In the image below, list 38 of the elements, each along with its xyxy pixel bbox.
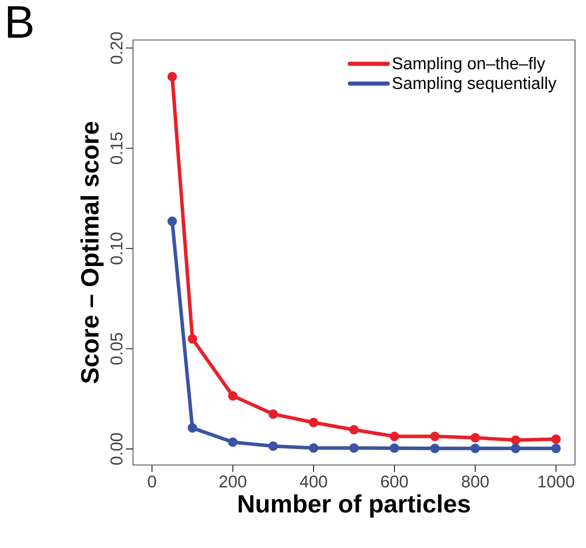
x-tick-label: 1000 bbox=[538, 476, 574, 488]
x-tick-label: 400 bbox=[300, 476, 328, 488]
x-tick-label: 0 bbox=[148, 476, 156, 488]
point bbox=[510, 444, 520, 454]
point bbox=[551, 444, 561, 454]
point bbox=[188, 423, 198, 433]
point bbox=[308, 418, 318, 428]
x-tick-label: 800 bbox=[462, 476, 489, 488]
y-tick-label: 0.10 bbox=[110, 232, 122, 264]
point bbox=[308, 443, 318, 453]
text: B bbox=[8, 6, 32, 38]
point bbox=[228, 437, 238, 447]
point bbox=[228, 391, 238, 401]
point bbox=[510, 435, 520, 445]
legend-label: Sampling sequentially bbox=[392, 76, 556, 92]
point bbox=[470, 444, 480, 454]
y-tick-label: 0.15 bbox=[110, 132, 122, 164]
y-tick-label: 0.20 bbox=[110, 32, 122, 64]
point bbox=[390, 443, 400, 453]
x-tick-label: 200 bbox=[220, 476, 246, 488]
point bbox=[349, 443, 359, 453]
point bbox=[268, 441, 278, 451]
y-tick-label: 0.05 bbox=[110, 332, 122, 365]
point bbox=[430, 444, 440, 454]
point bbox=[188, 334, 198, 344]
point bbox=[470, 432, 480, 442]
point bbox=[390, 432, 400, 442]
point bbox=[167, 72, 177, 82]
point bbox=[430, 432, 440, 442]
x-tick-label: 600 bbox=[381, 476, 408, 488]
y-tick-label: 0.00 bbox=[110, 433, 122, 465]
legend-label: Sampling on–the–fly bbox=[392, 56, 546, 73]
point bbox=[349, 424, 359, 434]
point bbox=[167, 216, 177, 226]
point bbox=[268, 409, 278, 419]
point bbox=[551, 434, 561, 444]
y-axis-title: Score – Optimal score bbox=[80, 122, 104, 384]
x-axis-title: Number of particles bbox=[238, 494, 470, 518]
